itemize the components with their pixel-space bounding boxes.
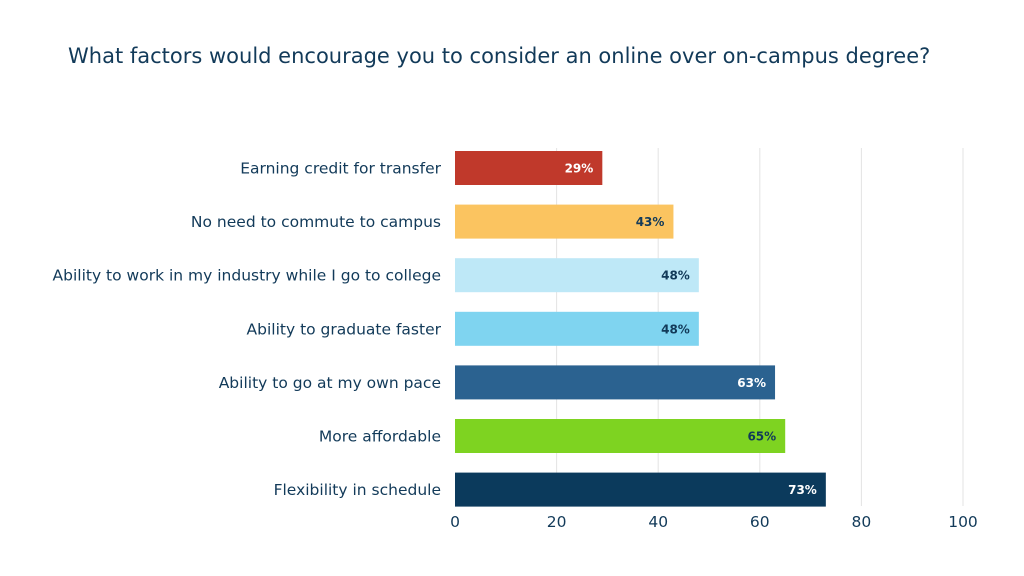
x-tick-label: 0 (450, 513, 460, 531)
category-label: Flexibility in schedule (274, 481, 441, 499)
x-tick-label: 60 (750, 513, 770, 531)
data-label: 63% (737, 376, 766, 390)
category-label: Ability to go at my own pace (219, 374, 441, 392)
data-label: 43% (636, 215, 665, 229)
data-label: 73% (788, 483, 817, 497)
x-tick-label: 100 (948, 513, 978, 531)
x-tick-label: 80 (852, 513, 872, 531)
data-label: 48% (661, 269, 690, 283)
bars (455, 151, 826, 507)
chart-title: What factors would encourage you to cons… (68, 44, 931, 68)
bar (455, 472, 826, 507)
x-tick-label: 20 (547, 513, 567, 531)
data-label: 29% (565, 162, 594, 176)
x-tick-labels: 0 20 40 60 80 100 (450, 513, 978, 531)
bar (455, 204, 674, 239)
category-label: Ability to work in my industry while I g… (53, 267, 441, 285)
bar (455, 419, 786, 453)
data-labels: 29% 43% 48% 48% 63% 65% 73% (565, 162, 817, 498)
data-label: 48% (661, 322, 690, 336)
bar (455, 311, 699, 346)
category-label: More affordable (319, 428, 441, 446)
category-labels: Earning credit for transfer No need to co… (53, 160, 442, 500)
category-label: Ability to graduate faster (247, 320, 442, 338)
category-label: Earning credit for transfer (240, 160, 441, 178)
category-label: No need to commute to campus (191, 213, 441, 231)
data-label: 65% (747, 430, 776, 444)
bar (455, 151, 603, 185)
bar (455, 365, 776, 400)
bar (455, 258, 699, 293)
x-tick-label: 40 (648, 513, 668, 531)
